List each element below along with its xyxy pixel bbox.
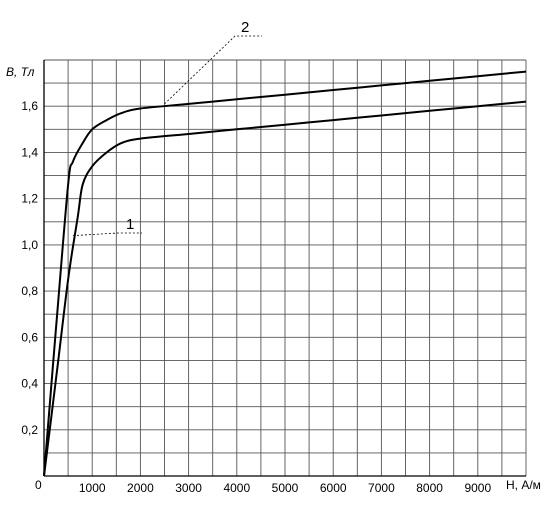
annotation-leader-1 — [72, 232, 142, 237]
x-tick-label: 8000 — [416, 481, 443, 495]
series-group — [43, 70, 527, 477]
y-tick-label: 1,4 — [21, 145, 38, 159]
series-line-2 — [43, 70, 527, 477]
annotation-leader-2 — [164, 35, 262, 105]
x-tick-label: 2000 — [127, 481, 154, 495]
y-tick-label: 1,6 — [21, 99, 38, 113]
y-tick-label: 1,0 — [21, 238, 38, 252]
x-tick-label: 1000 — [79, 481, 106, 495]
y-tick-label: 0,8 — [21, 284, 38, 298]
x-tick-label: 7000 — [368, 481, 395, 495]
annotation-label-1: 1 — [126, 216, 134, 233]
annotation-label-2: 2 — [241, 19, 249, 36]
x-axis-label: H, А/м — [506, 478, 541, 492]
series-line-1 — [43, 100, 527, 477]
grid — [44, 59, 527, 476]
axes — [43, 60, 526, 477]
y-tick-label: 0,4 — [21, 377, 38, 391]
y-tick-label: 0,2 — [21, 423, 38, 437]
annotations: 12 — [72, 19, 262, 237]
x-tick-label: 4000 — [223, 481, 250, 495]
y-axis-label: B, Тл — [6, 65, 35, 79]
y-tick-label: 0,6 — [21, 330, 38, 344]
x-tick-label: 9000 — [464, 481, 491, 495]
y-tick-label: 1,2 — [21, 192, 38, 206]
tick-labels: 1000 2000 3000 4000 5000 6000 7000 8000 9000 0,2 0… — [21, 99, 491, 495]
origin-label: 0 — [35, 478, 42, 492]
x-tick-label: 3000 — [175, 481, 202, 495]
x-tick-label: 5000 — [272, 481, 299, 495]
x-tick-label: 6000 — [320, 481, 347, 495]
